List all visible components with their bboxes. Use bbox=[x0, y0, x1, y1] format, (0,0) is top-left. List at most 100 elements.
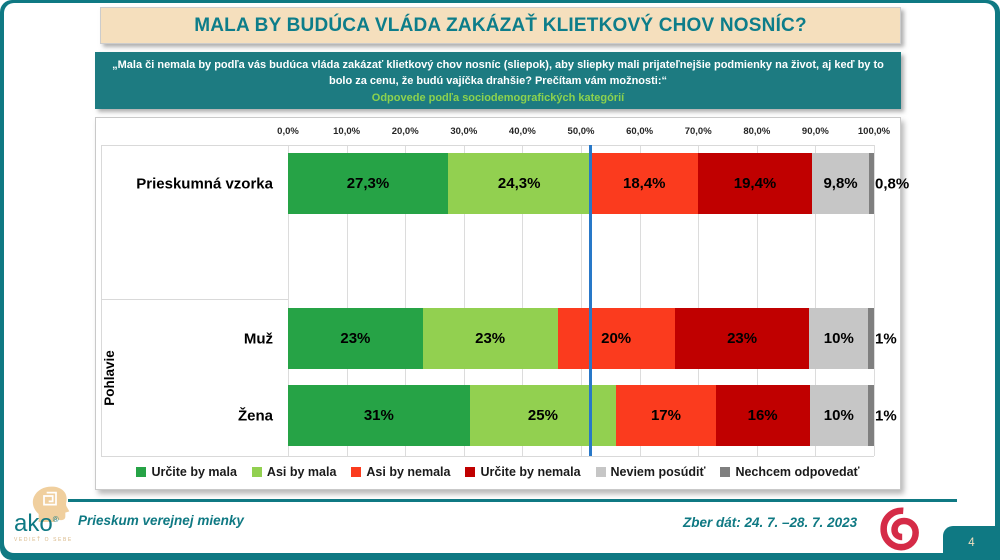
bar-segment: 10% bbox=[809, 385, 869, 446]
chart-legend: Určite by mala Asi by mala Asi by nemala Ur… bbox=[96, 465, 900, 479]
legend-label: Určite by mala bbox=[151, 465, 237, 479]
ako-logo: ako® VEDIEŤ O SEBE bbox=[14, 486, 94, 543]
legend-label: Nechcem odpovedať bbox=[735, 465, 860, 479]
segment-value-label: 10% bbox=[823, 330, 854, 347]
gridline bbox=[639, 145, 641, 456]
page-number-tab: 4 bbox=[943, 526, 1000, 560]
bar-segment: 25% bbox=[469, 385, 617, 446]
gridline bbox=[815, 145, 817, 456]
logo-tagline: VEDIEŤ O SEBE bbox=[14, 537, 73, 544]
axis-tick-label: 80,0% bbox=[743, 126, 771, 137]
axis-structure-line bbox=[101, 456, 874, 457]
segment-value-label: 23% bbox=[475, 330, 506, 347]
legend-color-swatch bbox=[720, 467, 731, 477]
category-label: Prieskumná vzorka bbox=[136, 175, 273, 192]
axis-structure-line bbox=[101, 145, 102, 456]
legend-label: Určite by nemala bbox=[480, 465, 581, 479]
bar-segment: 16% bbox=[715, 385, 810, 446]
spiral-icon bbox=[880, 507, 919, 551]
segment-value-label: 16% bbox=[747, 407, 778, 424]
legend-item: Určite by nemala bbox=[465, 465, 581, 479]
axis-tick-label: 90,0% bbox=[801, 126, 829, 137]
legend-label: Neviem posúdiť bbox=[610, 465, 706, 479]
segment-value-label: 17% bbox=[650, 407, 681, 424]
legend-color-swatch bbox=[351, 467, 362, 477]
segment-value-label: 24,3% bbox=[497, 175, 541, 192]
segment-value-label: 18,4% bbox=[622, 175, 666, 192]
axis-tick-label: 70,0% bbox=[684, 126, 712, 137]
bar-segment: 23% bbox=[674, 308, 810, 369]
segment-value-label: 20% bbox=[601, 330, 632, 347]
bar-segment: 23% bbox=[422, 308, 558, 369]
bar-segment: 23% bbox=[288, 308, 423, 369]
legend-item: Asi by mala bbox=[251, 465, 337, 479]
gridline bbox=[874, 145, 875, 456]
bar-row: 27,3% 24,3% 18,4% 19,4% 9,8% 0,8% bbox=[288, 153, 909, 214]
bar-segment bbox=[868, 385, 874, 446]
page-title: MALA BY BUDÚCA VLÁDA ZAKÁZAŤ KLIETKOVÝ C… bbox=[194, 14, 807, 36]
bar-segment: 9,8% bbox=[811, 153, 870, 214]
footer-divider-line bbox=[68, 499, 957, 502]
axis-tick-label: 20,0% bbox=[391, 126, 419, 137]
legend-item: Určite by mala bbox=[136, 465, 237, 479]
bar-segment: 10% bbox=[809, 308, 869, 369]
category-label: Žena bbox=[237, 407, 273, 424]
legend-label: Asi by nemala bbox=[366, 465, 451, 479]
segment-value-label: 25% bbox=[527, 407, 558, 424]
legend-color-swatch bbox=[465, 467, 476, 477]
gridline bbox=[463, 145, 465, 456]
axis-structure-line bbox=[101, 145, 874, 146]
axis-tick-label: 10,0% bbox=[333, 126, 361, 137]
reference-line bbox=[588, 145, 592, 456]
axis-tick-label: 40,0% bbox=[508, 126, 536, 137]
segment-value-label-outside: 0,8% bbox=[875, 175, 910, 192]
registered-mark: ® bbox=[52, 515, 59, 524]
axis-tick-label: 50,0% bbox=[567, 126, 595, 137]
gridline bbox=[288, 145, 289, 456]
segment-value-label: 10% bbox=[823, 407, 854, 424]
axis-tick-label: 30,0% bbox=[450, 126, 478, 137]
axis-structure-line bbox=[101, 299, 288, 300]
bar-segment: 17% bbox=[616, 385, 716, 446]
segment-value-label: 9,8% bbox=[823, 175, 858, 192]
bar-row: 31% 25% 17% 16% 10% 1% bbox=[288, 385, 897, 446]
segment-value-label: 31% bbox=[363, 407, 394, 424]
survey-question: „Mala či nemala by podľa vás budúca vlád… bbox=[112, 59, 884, 87]
footer-left-caption: Prieskum verejnej mienky bbox=[78, 513, 244, 528]
gridline bbox=[756, 145, 758, 456]
legend-color-swatch bbox=[136, 467, 147, 477]
segment-value-label: 23% bbox=[727, 330, 758, 347]
bar-segment: 31% bbox=[288, 385, 470, 446]
segment-value-label: 19,4% bbox=[733, 175, 777, 192]
head-profile-icon bbox=[32, 486, 70, 522]
logo-wordmark: ako® bbox=[14, 510, 59, 537]
segment-value-label: 27,3% bbox=[346, 175, 390, 192]
legend-color-swatch bbox=[595, 467, 606, 477]
legend-color-swatch bbox=[251, 467, 262, 477]
legend-item: Nechcem odpovedať bbox=[720, 465, 860, 479]
gridline bbox=[698, 145, 700, 456]
axis-tick-label: 60,0% bbox=[626, 126, 654, 137]
bar-segment bbox=[869, 153, 874, 214]
bar-segment: 19,4% bbox=[698, 153, 812, 214]
survey-note: Odpovede podľa sociodemografických kateg… bbox=[371, 91, 625, 104]
title-box: MALA BY BUDÚCA VLÁDA ZAKÁZAŤ KLIETKOVÝ C… bbox=[100, 7, 901, 44]
axis-tick-label: 100,0% bbox=[857, 126, 891, 137]
gridline bbox=[405, 145, 407, 456]
gridline bbox=[522, 145, 524, 456]
segment-value-label: 23% bbox=[340, 330, 371, 347]
group-label: Pohlavie bbox=[102, 349, 117, 406]
segment-value-label-outside: 1% bbox=[875, 330, 897, 347]
bar-segment: 27,3% bbox=[288, 153, 448, 214]
stacked-bar-chart: 0,0% 10,0% 20,0% 30,0% 40,0% 50,0% 60,0% 70,0% 8… bbox=[95, 117, 909, 490]
axis-tick-label: 0,0% bbox=[277, 126, 299, 137]
bar-segment: 24,3% bbox=[447, 153, 591, 214]
bar-row: 23% 23% 20% 23% 10% 1% bbox=[288, 308, 897, 369]
legend-label: Asi by mala bbox=[266, 465, 337, 479]
bar-segment: 20% bbox=[557, 308, 675, 369]
subtitle-band: „Mala či nemala by podľa vás budúca vlád… bbox=[95, 52, 901, 109]
gridline bbox=[581, 145, 582, 456]
legend-item: Asi by nemala bbox=[351, 465, 450, 479]
bar-segment bbox=[868, 308, 874, 369]
